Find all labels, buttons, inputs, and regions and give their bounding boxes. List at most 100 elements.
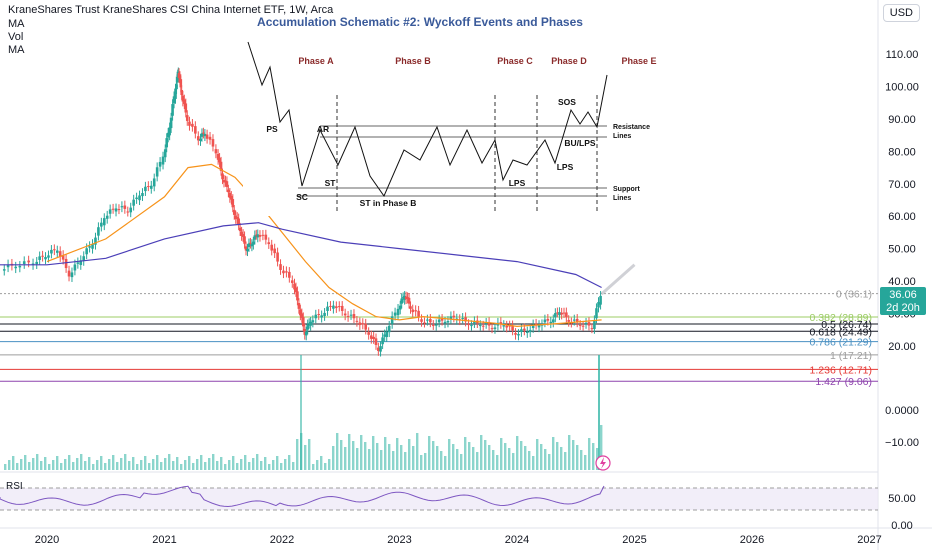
candle-body: [200, 133, 204, 137]
wyckoff-event-label: SOS: [558, 97, 576, 107]
wyckoff-line-label: Lines: [613, 133, 631, 140]
wyckoff-line-label: Support: [613, 186, 640, 193]
volume-bar: [288, 455, 291, 470]
volume-bar: [344, 447, 347, 470]
candle-body: [599, 295, 602, 305]
candle-body: [35, 261, 39, 265]
candle-body: [256, 234, 260, 238]
candle-body: [352, 314, 356, 319]
candle-body: [273, 248, 276, 254]
volume-bar: [224, 464, 227, 470]
rsi-label[interactable]: RSI: [6, 481, 23, 492]
wyckoff-event-label: BU/LPS: [564, 138, 596, 148]
candle-body: [473, 321, 476, 324]
candle-body: [398, 305, 402, 310]
candle-body: [443, 321, 447, 324]
candle-body: [27, 260, 30, 263]
y-tick-label: 80.00: [888, 146, 916, 158]
candle-body: [409, 306, 412, 309]
candle-body: [147, 186, 150, 188]
volume-series: [4, 355, 603, 470]
y-tick-label: 90.00: [888, 114, 916, 126]
volume-bar: [448, 439, 451, 470]
candle-body: [194, 126, 197, 134]
volume-tick-label: 0.0000: [885, 405, 919, 417]
candle-body: [2, 269, 6, 271]
volume-bar: [284, 459, 287, 470]
candle-body: [58, 251, 62, 258]
x-tick-label: 2021: [152, 534, 176, 546]
volume-bar: [420, 455, 423, 470]
candle-body: [85, 248, 88, 255]
candle-body: [423, 322, 426, 324]
fib-level-label: 0.618 (24.49): [810, 326, 872, 338]
volume-bar: [256, 454, 259, 470]
volume-bar: [544, 449, 547, 470]
volume-bar: [328, 459, 331, 470]
candle-body: [117, 209, 121, 211]
volume-bar: [408, 439, 411, 470]
candle-body: [546, 318, 550, 321]
volume-bar: [360, 435, 363, 470]
candle-body: [301, 317, 305, 327]
candle-body: [22, 261, 26, 264]
candle-body: [340, 305, 344, 311]
volume-bar: [356, 448, 359, 470]
candle-body: [244, 246, 248, 251]
volume-bar: [320, 456, 323, 470]
candle-body: [108, 209, 112, 214]
candle-body: [528, 329, 532, 333]
volume-bar: [576, 445, 579, 470]
y-tick-label: 100.00: [885, 82, 919, 94]
indicator-vol[interactable]: Vol: [8, 31, 24, 43]
volume-bar: [352, 441, 355, 470]
indicator-ma-2[interactable]: MA: [8, 44, 25, 56]
candle-body: [317, 314, 321, 316]
candle-body: [381, 337, 384, 345]
candle-body: [138, 195, 141, 201]
wyckoff-phase-label: Phase C: [497, 56, 533, 66]
candle-body: [270, 244, 274, 251]
volume-bar: [56, 456, 59, 470]
candle-body: [531, 324, 535, 328]
candle-body: [393, 312, 397, 316]
candle-body: [299, 309, 302, 316]
candle-body: [82, 256, 86, 261]
volume-bar: [312, 464, 315, 470]
candle-body: [111, 208, 115, 210]
wyckoff-phase-label: Phase E: [621, 56, 656, 66]
candle-body: [177, 72, 181, 79]
currency-button[interactable]: USD: [882, 4, 920, 22]
volume-bar: [96, 460, 99, 470]
wyckoff-line-label: Lines: [613, 195, 631, 202]
candle-body: [64, 258, 68, 269]
volume-bar: [584, 455, 587, 470]
volume-bar: [80, 454, 83, 470]
volume-bar: [276, 456, 279, 470]
volume-spike: [300, 355, 302, 470]
volume-bar: [164, 458, 167, 470]
candle-body: [587, 322, 591, 326]
volume-bar: [140, 460, 143, 470]
volume-bar: [48, 464, 51, 470]
candle-body: [346, 315, 350, 317]
candle-body: [141, 193, 144, 197]
candle-body: [161, 156, 165, 165]
wyckoff-event-label: SC: [296, 192, 308, 202]
candle-body: [55, 250, 59, 253]
indicator-ma-1[interactable]: MA: [8, 18, 25, 30]
candle-body: [166, 132, 170, 138]
candle-body: [449, 316, 453, 320]
candle-body: [230, 195, 233, 200]
volume-bar: [540, 444, 543, 470]
candle-body: [163, 149, 167, 158]
candle-body: [581, 325, 585, 327]
candle-body: [175, 76, 179, 83]
volume-bar: [8, 460, 11, 470]
volume-bar: [452, 444, 455, 470]
candle-body: [470, 325, 473, 327]
volume-bar: [76, 458, 79, 470]
volume-bar: [308, 439, 311, 470]
